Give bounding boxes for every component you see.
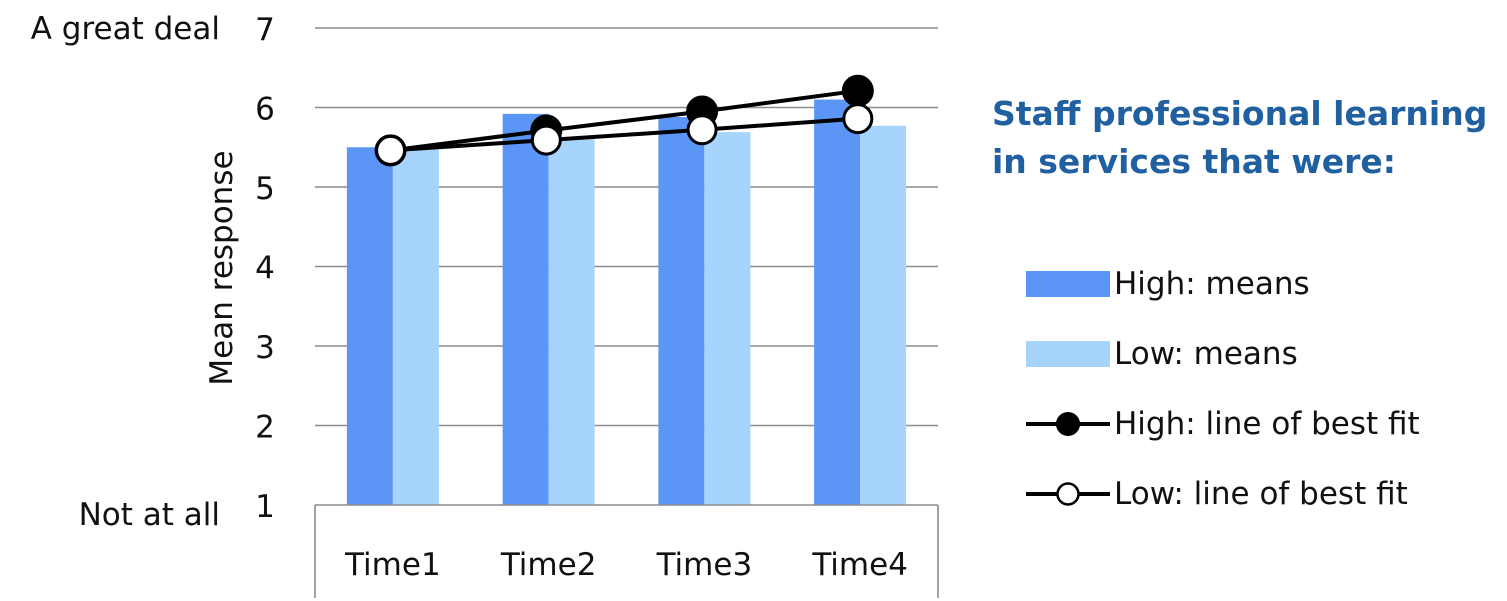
y-axis-title: Mean response [204, 150, 240, 385]
y-tick-label-3: 3 [255, 330, 275, 366]
legend-title: Staff professional learning in services … [992, 90, 1502, 186]
fit-point-low-1 [375, 134, 407, 166]
x-tick-label-time4: Time4 [811, 547, 908, 583]
bar-low-2 [548, 139, 595, 506]
y-tick-label-2: 2 [255, 410, 275, 446]
legend-title-line-1: Staff professional learning [992, 94, 1488, 133]
bar-low-1 [392, 149, 439, 505]
y-tick-label-5: 5 [255, 171, 275, 207]
fit-line-high [390, 88, 859, 153]
y-tick-label-1: 1 [255, 489, 275, 525]
legend-item-high-fit: High: line of best fit [1026, 404, 1420, 444]
fit-point-low-2 [530, 124, 562, 156]
x-tick-label-time2: Time2 [500, 547, 597, 583]
bar-low-3 [704, 132, 751, 505]
bar-low-4 [860, 125, 907, 505]
y-tick-label-6: 6 [255, 92, 275, 128]
legend-label-low-fit: Low: line of best fit [1114, 476, 1408, 512]
y-anchor-label-bottom: Not at all [79, 497, 220, 533]
fit-point-low-3 [686, 114, 718, 146]
legend-swatch-high-means [1026, 271, 1110, 297]
y-tick-label-7: 7 [255, 12, 275, 48]
y-tick-label-4: 4 [255, 251, 275, 287]
bar-high-3 [658, 117, 705, 505]
legend-item-low-fit: Low: line of best fit [1026, 474, 1408, 514]
fit-line-low [390, 116, 858, 153]
bar-high-4 [814, 99, 861, 506]
legend-item-high-means: High: means [1026, 264, 1310, 304]
legend-title-line-2: in services that were: [992, 142, 1397, 181]
fit-point-low-4 [842, 103, 874, 135]
legend-swatch-low-means [1026, 341, 1110, 367]
legend-swatch-high-fit [1026, 412, 1110, 436]
bar-high-1 [346, 147, 393, 505]
bar-high-2 [502, 113, 549, 506]
x-tick-label-time1: Time1 [344, 547, 441, 583]
y-anchor-label-top: A great deal [31, 11, 220, 47]
legend-swatch-low-fit [1026, 482, 1110, 506]
fit-point-high-4 [841, 74, 874, 107]
legend-label-high-fit: High: line of best fit [1114, 406, 1420, 442]
legend-item-low-means: Low: means [1026, 334, 1298, 374]
legend-label-high-means: High: means [1114, 266, 1310, 302]
x-tick-label-time3: Time3 [656, 547, 753, 583]
legend-label-low-means: Low: means [1114, 336, 1298, 372]
